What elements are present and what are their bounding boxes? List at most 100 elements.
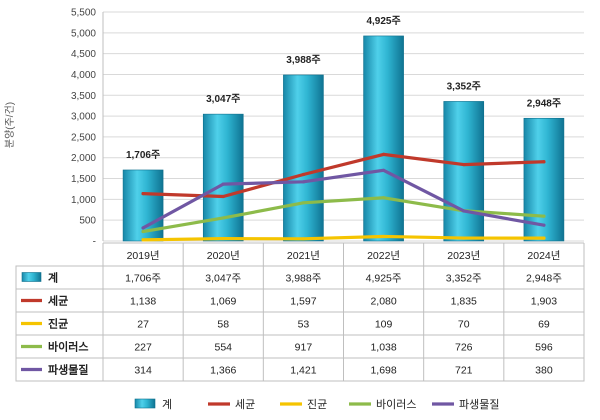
table-cell: 2,948주 <box>526 273 562 285</box>
bar-2023년 <box>443 101 485 242</box>
y-tick-label: 500 <box>79 216 96 227</box>
bar-data-label: 3,047주 <box>206 93 240 105</box>
legend-item: 세균 <box>208 398 255 411</box>
point-세균 <box>301 172 306 177</box>
table-row: 파생물질 314 1,366 1,421 1,698 721 380 <box>21 363 553 377</box>
x-tick-label: 2023년 <box>447 250 480 262</box>
x-tick-label: 2024년 <box>527 250 560 262</box>
bar-data-label: 1,706주 <box>126 149 160 161</box>
point-세균 <box>462 162 466 167</box>
table-cell: 1,903 <box>531 296 557 308</box>
table-cell: 1,597 <box>290 296 316 308</box>
legend-label: 계 <box>162 398 172 411</box>
point-세균 <box>141 192 145 196</box>
point-파생물질 <box>381 168 386 172</box>
legend-item: 계 <box>134 398 172 411</box>
y-tick-label: - <box>93 237 96 248</box>
table-cell: 380 <box>535 365 553 377</box>
point-진균 <box>141 238 145 242</box>
line-바이러스 <box>141 196 546 234</box>
bar-data-label: 3,988주 <box>286 54 320 66</box>
table-row: 진균 27 58 53 109 70 69 <box>21 317 550 331</box>
y-tick-label: 1,500 <box>71 174 96 185</box>
legend-item: 바이러스 <box>349 398 416 411</box>
table-cell: 1,706주 <box>125 273 161 285</box>
table-row-name: 세균 <box>48 294 68 308</box>
legend-item: 진균 <box>280 398 327 411</box>
table-cell: 554 <box>214 342 232 354</box>
point-진균 <box>542 236 546 240</box>
table-cell: 1,069 <box>210 296 236 308</box>
point-파생물질 <box>301 180 306 184</box>
point-바이러스 <box>381 196 386 200</box>
gridlines <box>102 11 584 242</box>
legend-label: 세균 <box>235 398 255 411</box>
legend-label: 바이러스 <box>376 398 416 411</box>
point-바이러스 <box>301 201 306 205</box>
y-tick-label: 3,000 <box>71 112 96 123</box>
table-cell: 227 <box>134 342 152 354</box>
table-cell: 3,988주 <box>285 273 321 285</box>
y-tick-label: 1,000 <box>71 195 96 206</box>
table-cell: 109 <box>375 319 393 331</box>
table-cell: 70 <box>458 319 470 331</box>
table-row: 바이러스 227 554 917 1,038 726 596 <box>21 340 553 354</box>
legend-label: 진균 <box>307 398 327 411</box>
table-cell: 917 <box>295 342 313 354</box>
bar-data-label: 2,948주 <box>527 97 561 109</box>
x-tick-label: 2021년 <box>287 250 320 262</box>
table-cell: 27 <box>137 319 149 331</box>
table-cell: 1,138 <box>130 296 156 308</box>
table-cell: 58 <box>217 319 229 331</box>
table-cell: 314 <box>134 365 152 377</box>
table-cell: 3,047주 <box>205 273 241 285</box>
table-row: 계 1,706주 3,047주 3,988주 4,925주 3,352주 2,948주 <box>21 271 562 285</box>
point-진균 <box>381 234 386 239</box>
x-tick-label: 2019년 <box>127 250 160 262</box>
table-cell: 69 <box>538 319 550 331</box>
table-row-name: 계 <box>48 271 58 285</box>
table-row-name: 바이러스 <box>48 340 88 354</box>
bar-2024년 <box>523 117 565 242</box>
bar-data-label: 3,352주 <box>447 80 481 92</box>
y-tick-label: 4,000 <box>71 70 96 81</box>
point-세균 <box>381 152 386 156</box>
table-cell: 2,080 <box>370 296 396 308</box>
y-tick-label: 2,500 <box>71 132 96 143</box>
line-series <box>141 152 546 242</box>
line-세균 <box>141 152 546 199</box>
bar-series <box>122 35 565 242</box>
point-파생물질 <box>462 209 466 213</box>
bar-data-label: 4,925주 <box>366 15 400 27</box>
legend-key-계 <box>21 272 42 282</box>
table-cell: 4,925주 <box>366 273 402 285</box>
table-cell: 726 <box>455 342 473 354</box>
y-tick-label: 4,500 <box>71 49 96 60</box>
point-진균 <box>462 236 466 240</box>
table-cell: 721 <box>455 365 473 377</box>
table-cell: 1,835 <box>451 296 477 308</box>
bar-2020년 <box>202 113 244 242</box>
legend-item: 파생물질 <box>432 398 499 411</box>
x-tick-label: 2020년 <box>207 250 240 262</box>
table-row-name: 진균 <box>48 317 68 331</box>
table-row-name: 파생물질 <box>48 363 88 377</box>
table-cell: 1,366 <box>210 365 236 377</box>
y-tick-label: 3,500 <box>71 91 96 102</box>
table-cell: 3,352주 <box>446 273 482 285</box>
legend-label: 파생물질 <box>459 398 499 411</box>
table-cell: 1,421 <box>290 365 316 377</box>
bar-data-labels: 1,706주 3,047주 3,988주 4,925주 3,352주 2,948주 <box>126 15 561 161</box>
point-바이러스 <box>141 229 145 234</box>
y-tick-label: 5,500 <box>71 8 96 19</box>
x-tick-label: 2022년 <box>367 250 400 262</box>
legend: 계 세균 진균 바이러스 파생물질 <box>134 398 499 411</box>
table-row: 세균 1,138 1,069 1,597 2,080 1,835 1,903 <box>21 294 557 308</box>
point-파생물질 <box>221 182 225 186</box>
point-세균 <box>221 194 225 199</box>
y-axis-title: 분양(주/건) <box>4 102 16 148</box>
bar-2022년 <box>363 35 404 242</box>
line-진균 <box>141 234 546 242</box>
